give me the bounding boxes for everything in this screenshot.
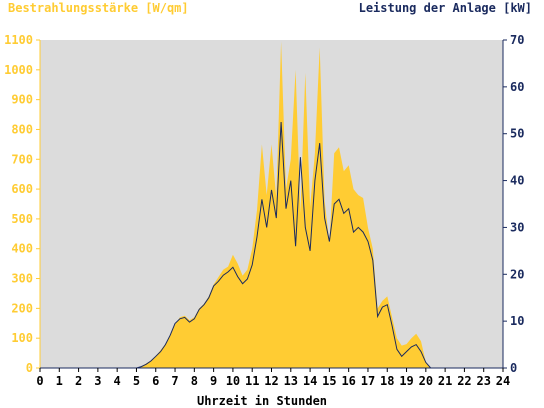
- left-y-tick-label: 400: [11, 242, 33, 256]
- x-tick-label: 22: [457, 374, 471, 388]
- left-y-tick-label: 500: [11, 212, 33, 226]
- x-tick-label: 12: [264, 374, 278, 388]
- x-axis-label: Uhrzeit in Stunden: [197, 394, 327, 408]
- x-tick-label: 5: [133, 374, 140, 388]
- right-y-tick-label: 60: [510, 80, 524, 94]
- x-tick-label: 9: [210, 374, 217, 388]
- left-y-tick-label: 600: [11, 182, 33, 196]
- power-line: [40, 121, 503, 369]
- power-series: [40, 121, 503, 369]
- x-tick-label: 1: [56, 374, 63, 388]
- right-y-tick-label: 20: [510, 267, 524, 281]
- x-tick-label: 20: [419, 374, 433, 388]
- right-y-tick-label: 50: [510, 127, 524, 141]
- x-tick-label: 7: [171, 374, 178, 388]
- x-tick-label: 11: [245, 374, 259, 388]
- irradiance-area: [40, 41, 503, 368]
- x-tick-label: 16: [341, 374, 355, 388]
- right-y-tick-label: 30: [510, 220, 524, 234]
- right-y-tick-label: 70: [510, 33, 524, 47]
- x-tick-label: 8: [191, 374, 198, 388]
- left-y-tick-label: 900: [11, 93, 33, 107]
- x-tick-label: 2: [75, 374, 82, 388]
- left-y-tick-label: 800: [11, 122, 33, 136]
- x-tick-label: 19: [399, 374, 413, 388]
- right-y-tick-label: 0: [510, 361, 517, 375]
- left-y-tick-label: 200: [11, 301, 33, 315]
- x-tick-label: 15: [322, 374, 336, 388]
- axes: 0100200300400500600700800900100011000102…: [4, 33, 524, 388]
- x-tick-label: 10: [226, 374, 240, 388]
- x-tick-label: 18: [380, 374, 394, 388]
- x-tick-label: 17: [361, 374, 375, 388]
- x-tick-label: 14: [303, 374, 317, 388]
- left-y-tick-label: 1000: [4, 63, 33, 77]
- x-tick-label: 3: [94, 374, 101, 388]
- x-tick-label: 21: [438, 374, 452, 388]
- x-tick-label: 23: [476, 374, 490, 388]
- right-y-tick-label: 10: [510, 314, 524, 328]
- x-tick-label: 24: [496, 374, 510, 388]
- left-y-tick-label: 100: [11, 331, 33, 345]
- left-axis-title: Bestrahlungsstärke [W/qm]: [8, 1, 189, 15]
- right-axis-title: Leistung der Anlage [kW]: [359, 1, 532, 15]
- left-y-tick-label: 0: [26, 361, 33, 375]
- left-y-tick-label: 1100: [4, 33, 33, 47]
- left-y-tick-label: 700: [11, 152, 33, 166]
- irradiance-series: [40, 41, 503, 368]
- x-tick-label: 13: [284, 374, 298, 388]
- right-y-tick-label: 40: [510, 174, 524, 188]
- x-tick-label: 6: [152, 374, 159, 388]
- left-y-tick-label: 300: [11, 272, 33, 286]
- x-tick-label: 4: [114, 374, 121, 388]
- x-tick-label: 0: [36, 374, 43, 388]
